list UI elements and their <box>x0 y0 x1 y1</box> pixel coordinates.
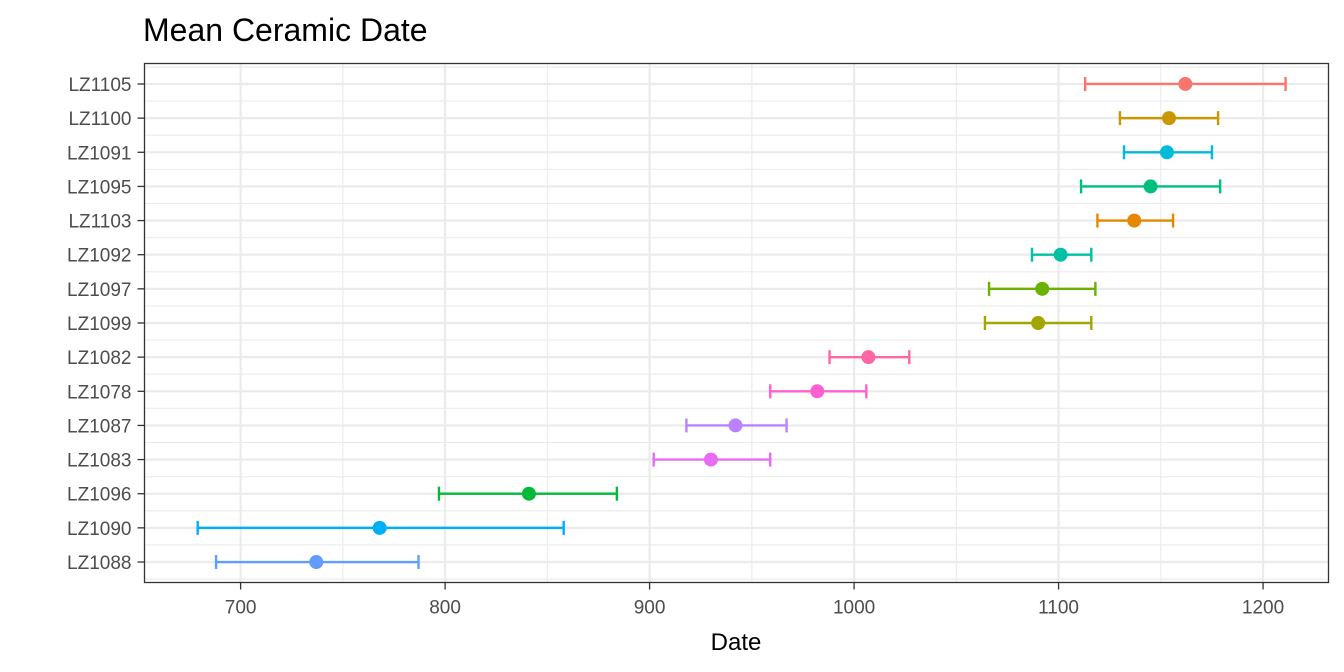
y-tick-label: LZ1099 <box>67 314 131 335</box>
y-tick-label: LZ1082 <box>67 348 131 369</box>
mean-point <box>1053 247 1068 262</box>
y-tick-label: LZ1097 <box>67 280 131 301</box>
y-tick-label: LZ1083 <box>67 451 131 472</box>
mean-point <box>728 418 743 433</box>
x-axis-title: Date <box>711 629 762 656</box>
mean-point <box>1127 213 1142 228</box>
y-tick-label: LZ1092 <box>67 246 131 267</box>
chart-title: Mean Ceramic Date <box>143 12 428 48</box>
mean-point <box>309 555 324 570</box>
data-points <box>309 76 1193 570</box>
mean-point <box>1143 179 1158 194</box>
y-tick-label: LZ1078 <box>67 382 131 403</box>
y-axis: LZ1088 LZ1090 LZ1096 LZ1083 LZ1087 LZ1078 LZ10… <box>67 75 145 574</box>
mean-point <box>372 520 387 535</box>
y-tick-label: LZ1105 <box>68 75 131 96</box>
mean-point <box>810 384 825 399</box>
x-axis: 700 800 900 1000 1100 1200 <box>225 582 1284 619</box>
x-tick-label: 800 <box>429 598 461 619</box>
mean-point <box>1031 316 1046 330</box>
x-tick-label: 1100 <box>1038 598 1079 619</box>
y-tick-label: LZ1091 <box>67 143 131 164</box>
mean-point <box>1035 281 1050 296</box>
y-tick-label: LZ1088 <box>67 553 131 574</box>
y-tick-label: LZ1095 <box>67 177 131 198</box>
x-tick-label: 700 <box>225 598 257 619</box>
y-tick-label: LZ1090 <box>67 519 131 540</box>
mean-point <box>521 486 536 501</box>
x-tick-label: 1200 <box>1242 598 1284 619</box>
y-tick-label: LZ1087 <box>67 416 131 437</box>
y-tick-label: LZ1103 <box>68 212 131 233</box>
x-tick-label: 1000 <box>833 598 875 619</box>
mean-point <box>861 350 876 365</box>
mean-point <box>1178 76 1193 91</box>
y-tick-label: LZ1100 <box>68 109 131 130</box>
mean-point <box>703 452 718 467</box>
y-tick-label: LZ1096 <box>67 485 131 506</box>
mean-point <box>1159 145 1174 160</box>
mean-point <box>1161 111 1176 126</box>
x-tick-label: 900 <box>634 598 666 619</box>
